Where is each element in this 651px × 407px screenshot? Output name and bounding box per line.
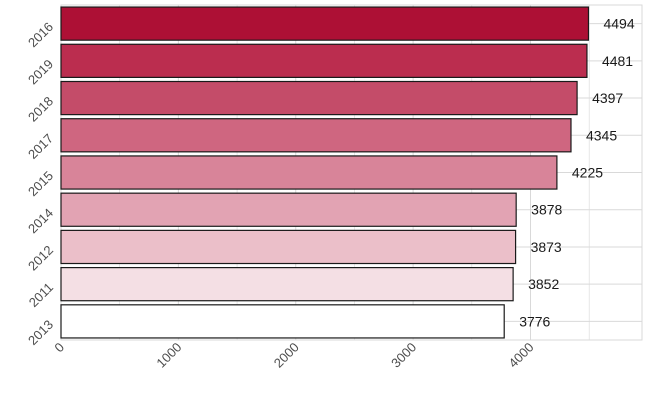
bar-2013 [60, 304, 505, 339]
data-label-2011: 3852 [528, 276, 559, 292]
y-tick-label-2015: 2015 [25, 168, 56, 199]
x-tick-label-0: 0 [51, 340, 67, 356]
y-tick-label-2014: 2014 [25, 205, 56, 236]
y-tick-label-2017: 2017 [25, 131, 56, 162]
x-axis-tick-labels: 0 1000 2000 3000 4000 [51, 340, 536, 371]
data-label-2015: 4225 [572, 165, 603, 181]
data-label-2014: 3878 [531, 202, 562, 218]
bar-2014 [60, 192, 517, 227]
y-tick-label-2016: 2016 [25, 19, 56, 50]
data-label-2018: 4397 [592, 90, 623, 106]
bar-2018 [60, 80, 578, 116]
x-tick-label-3000: 3000 [388, 340, 419, 371]
data-label-2017: 4345 [586, 127, 617, 143]
x-tick-label-4000: 4000 [506, 340, 537, 371]
y-tick-label-2011: 2011 [26, 280, 56, 310]
y-tick-label-2019: 2019 [25, 56, 56, 87]
data-label-2016: 4494 [603, 16, 634, 32]
y-tick-label-2012: 2012 [25, 242, 56, 273]
data-label-2013: 3776 [519, 313, 550, 329]
data-label-2019: 4481 [602, 53, 633, 69]
x-tick-label-1000: 1000 [153, 340, 184, 371]
bar-2017 [60, 118, 572, 153]
bar-2019 [60, 43, 588, 78]
y-tick-label-2018: 2018 [25, 94, 56, 125]
bar-2016 [60, 6, 590, 41]
data-label-2012: 3873 [531, 239, 562, 255]
bar-2011 [60, 267, 514, 302]
bars [60, 6, 590, 339]
bar-2015 [60, 155, 558, 190]
data-labels: 4494 4481 4397 4345 4225 3878 3873 3852 3776 [519, 16, 635, 330]
x-tick-label-2000: 2000 [271, 340, 302, 371]
bar-2012 [60, 229, 517, 265]
